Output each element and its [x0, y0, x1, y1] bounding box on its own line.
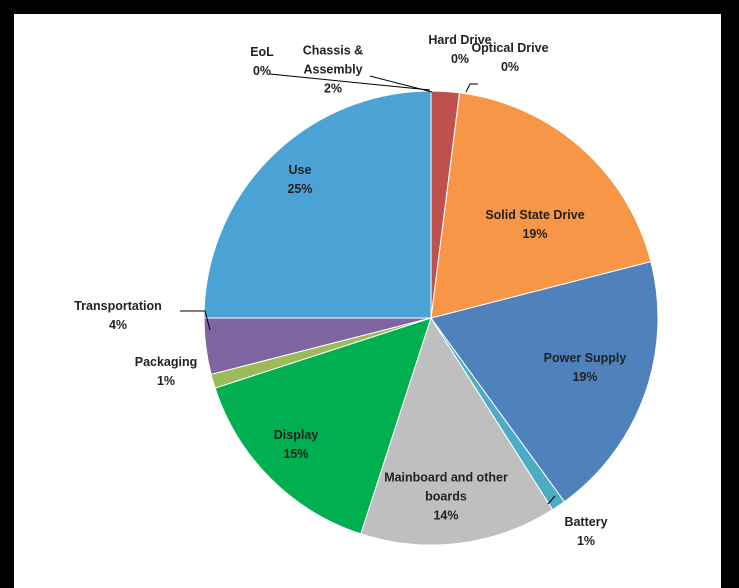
slice-label: EoL 0%	[242, 43, 282, 81]
slice-label: Solid State Drive 19%	[465, 206, 605, 244]
slice-label: Battery 1%	[551, 513, 621, 551]
pie-slice	[360, 316, 554, 546]
slice-label: Mainboard and other boards 14%	[381, 469, 511, 526]
pie-slice	[203, 90, 432, 319]
slice-label: Packaging 1%	[126, 353, 206, 391]
value-label: 14%	[433, 508, 459, 523]
category-label: Use	[288, 163, 312, 177]
category-label: Display	[273, 428, 319, 442]
pie-slice	[430, 260, 659, 503]
pie-slice	[214, 317, 432, 535]
category-label: Chassis & Assembly	[302, 43, 364, 77]
category-label: Transportation	[74, 299, 162, 313]
value-label: 0%	[252, 64, 272, 78]
leader-line	[180, 310, 211, 331]
value-label: 19%	[572, 370, 598, 384]
value-label: 15%	[283, 447, 309, 461]
slice-label: Use 25%	[270, 161, 330, 199]
value-label: 1%	[156, 374, 176, 388]
value-label: 0%	[500, 60, 520, 74]
value-label: 4%	[108, 318, 128, 332]
slice-label: Power Supply 19%	[525, 349, 645, 387]
category-label: Solid State Drive	[485, 208, 585, 222]
value-label: 1%	[576, 534, 596, 548]
slice-label: Optical Drive 0%	[465, 39, 555, 77]
leader-lines	[180, 73, 556, 505]
leader-line	[547, 495, 556, 505]
value-label: 25%	[287, 182, 313, 196]
category-label: Packaging	[134, 355, 198, 369]
category-label: Hard Drive	[428, 33, 492, 47]
leader-line	[465, 83, 478, 93]
pie-slice	[430, 92, 652, 319]
slice-label: Chassis & Assembly 2%	[293, 42, 373, 99]
category-label: Battery	[564, 515, 608, 529]
category-label: Optical Drive	[471, 41, 549, 55]
value-label: 19%	[522, 227, 548, 241]
value-label: 2%	[323, 81, 343, 96]
slice-label: Display 15%	[261, 426, 331, 464]
pie-slice	[430, 90, 461, 319]
value-label: 0%	[450, 52, 470, 66]
slice-label: Hard Drive 0%	[415, 31, 505, 69]
leader-line	[369, 75, 433, 93]
category-label: EoL	[250, 45, 274, 59]
category-label: Mainboard and other boards	[384, 470, 508, 504]
slice-label: Transportation 4%	[63, 297, 173, 335]
leader-line	[269, 73, 431, 91]
category-label: Power Supply	[543, 351, 627, 365]
